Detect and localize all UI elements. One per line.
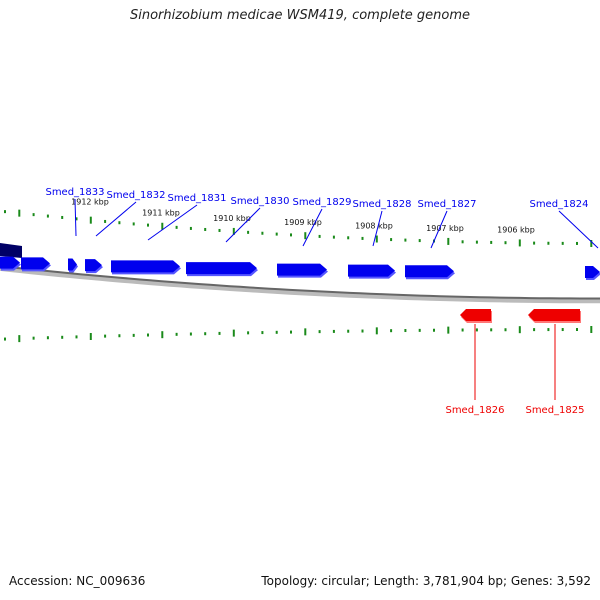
forward-gene-arrow — [405, 265, 454, 278]
kbp-label: 1908 kbp — [355, 221, 393, 230]
forward-gene-label: Smed_1830 — [230, 196, 289, 207]
page-title: Sinorhizobium medicae WSM419, complete g… — [129, 8, 471, 23]
gene-leader-line — [74, 198, 77, 237]
kbp-label: 1911 kbp — [142, 209, 180, 218]
forward-gene-arrow — [277, 263, 327, 276]
reverse-gene-arrow — [460, 309, 491, 321]
kbp-label: 1907 kbp — [426, 224, 464, 233]
gene-leader-line — [147, 204, 198, 241]
forward-gene-label: Smed_1828 — [352, 199, 411, 210]
backbone-shadow — [0, 265, 600, 304]
forward-gene-arrow — [186, 262, 257, 275]
forward-gene-label: Smed_1831 — [167, 193, 226, 204]
gene-leader-line — [95, 201, 137, 237]
backbone-line — [0, 265, 600, 300]
highlighted-gene — [0, 243, 22, 258]
forward-gene-arrow — [85, 259, 102, 272]
reverse-gene-label: Smed_1826 — [445, 405, 504, 416]
gene-leader-line — [302, 208, 323, 247]
forward-gene-arrow — [585, 265, 600, 278]
gene-leader-line — [558, 210, 599, 249]
reverse-gene-arrow — [528, 309, 580, 321]
gene-leader-line — [372, 210, 383, 247]
forward-gene-label: Smed_1827 — [417, 199, 476, 210]
gene-leader-line — [225, 207, 261, 243]
forward-gene-label: Smed_1832 — [106, 190, 165, 201]
kbp-label: 1909 kbp — [284, 218, 322, 227]
accession-text: Accession: NC_009636 — [9, 574, 146, 588]
forward-gene-arrow — [0, 256, 20, 269]
kbp-label: 1912 kbp — [71, 198, 109, 207]
forward-gene-arrow — [111, 260, 180, 273]
forward-gene-arrow — [348, 264, 395, 277]
forward-gene-arrow — [68, 258, 77, 271]
forward-gene-label: Smed_1829 — [292, 197, 351, 208]
gene-leader-line — [430, 210, 448, 249]
kbp-label: 1910 kbp — [213, 214, 251, 223]
reverse-gene-label: Smed_1825 — [525, 405, 584, 416]
forward-gene-label: Smed_1833 — [45, 187, 104, 198]
genome-summary-text: Topology: circular; Length: 3,781,904 bp… — [261, 574, 591, 588]
forward-gene-arrow — [21, 257, 50, 270]
kbp-label: 1906 kbp — [497, 225, 535, 234]
forward-gene-label: Smed_1824 — [529, 199, 588, 210]
